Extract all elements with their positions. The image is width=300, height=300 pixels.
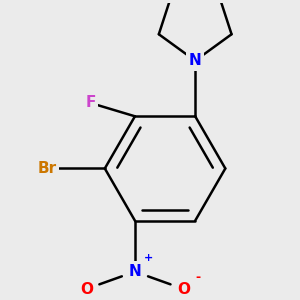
Text: N: N bbox=[129, 264, 141, 279]
Text: +: + bbox=[144, 253, 154, 263]
Text: O: O bbox=[80, 281, 93, 296]
Text: Br: Br bbox=[37, 161, 56, 176]
Text: O: O bbox=[177, 281, 190, 296]
Text: F: F bbox=[85, 95, 96, 110]
Text: -: - bbox=[195, 271, 200, 284]
Text: N: N bbox=[189, 53, 202, 68]
